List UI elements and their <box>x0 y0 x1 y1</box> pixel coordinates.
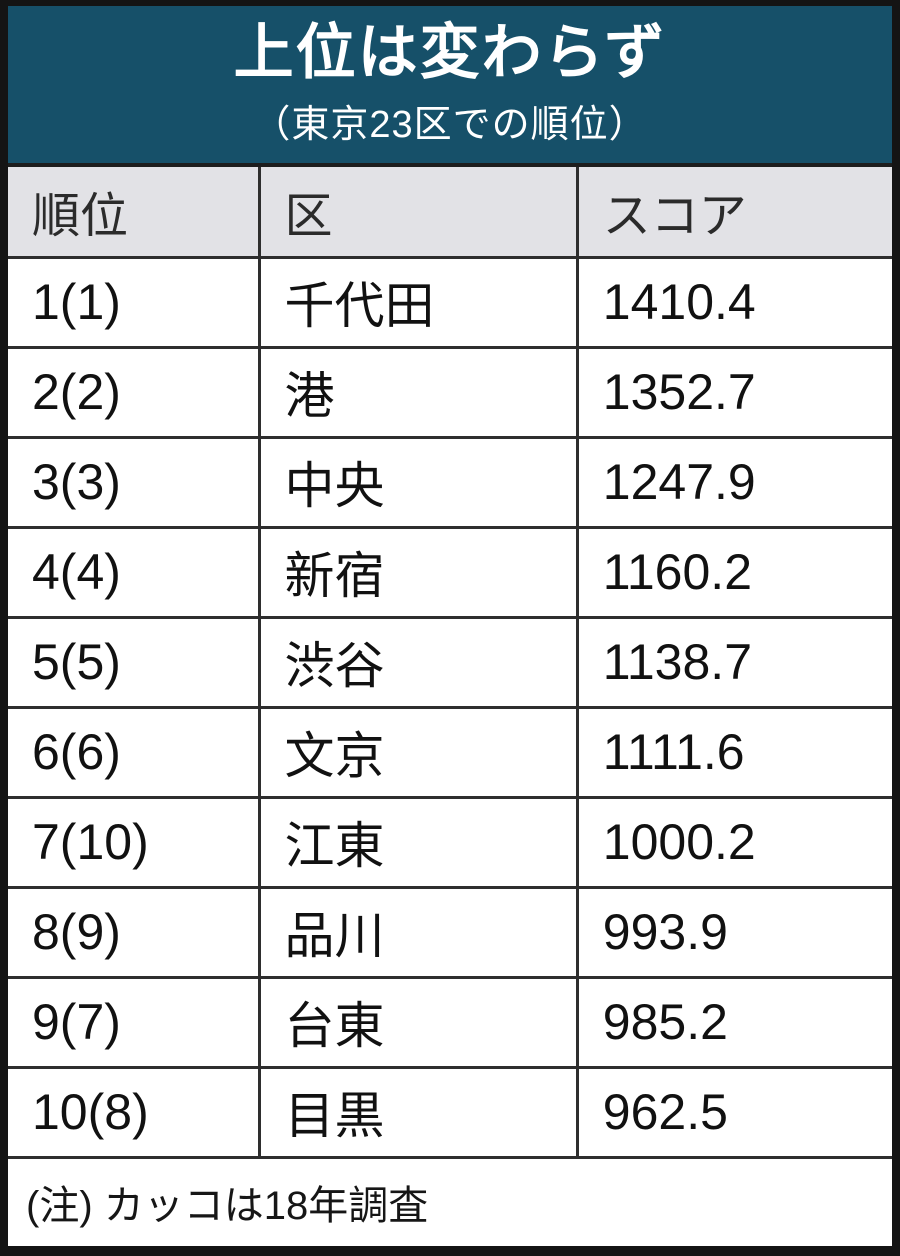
ward-cell: 台東 <box>257 975 579 1069</box>
rank-cell: 4(4) <box>8 525 261 619</box>
rank-cell: 1(1) <box>8 255 261 349</box>
table-row: 1(1) 千代田 1410.4 <box>8 255 892 349</box>
score-cell: 1352.7 <box>575 345 892 439</box>
footnote: (注) カッコは18年調査 <box>8 1158 892 1246</box>
score-cell: 1000.2 <box>575 795 892 889</box>
rank-cell: 2(2) <box>8 345 261 439</box>
table-row: 3(3) 中央 1247.9 <box>8 435 892 529</box>
score-cell: 962.5 <box>575 1065 892 1159</box>
rank-cell: 9(7) <box>8 975 261 1069</box>
header-score: スコア <box>575 167 892 259</box>
ward-cell: 渋谷 <box>257 615 579 709</box>
rank-cell: 6(6) <box>8 705 261 799</box>
rank-cell: 8(9) <box>8 885 261 979</box>
score-cell: 1160.2 <box>575 525 892 619</box>
score-cell: 985.2 <box>575 975 892 1069</box>
table-row: 6(6) 文京 1111.6 <box>8 705 892 799</box>
ranking-table: 順位 区 スコア 1(1) 千代田 1410.4 2(2) 港 1352.7 3… <box>8 167 892 1159</box>
table-row: 10(8) 目黒 962.5 <box>8 1065 892 1159</box>
table-header-row: 順位 区 スコア <box>8 167 892 259</box>
table-row: 8(9) 品川 993.9 <box>8 885 892 979</box>
table-row: 4(4) 新宿 1160.2 <box>8 525 892 619</box>
rank-cell: 3(3) <box>8 435 261 529</box>
banner: 上位は変わらず （東京23区での順位） <box>8 6 892 167</box>
header-rank: 順位 <box>8 167 261 259</box>
ward-cell: 中央 <box>257 435 579 529</box>
score-cell: 1247.9 <box>575 435 892 529</box>
score-cell: 1410.4 <box>575 255 892 349</box>
ward-cell: 品川 <box>257 885 579 979</box>
ward-cell: 目黒 <box>257 1065 579 1159</box>
rank-cell: 7(10) <box>8 795 261 889</box>
table-row: 7(10) 江東 1000.2 <box>8 795 892 889</box>
page-subtitle: （東京23区での順位） <box>252 104 648 146</box>
table-row: 5(5) 渋谷 1138.7 <box>8 615 892 709</box>
ward-cell: 文京 <box>257 705 579 799</box>
ward-cell: 江東 <box>257 795 579 889</box>
ward-cell: 千代田 <box>257 255 579 349</box>
table-row: 9(7) 台東 985.2 <box>8 975 892 1069</box>
score-cell: 993.9 <box>575 885 892 979</box>
table-body: 1(1) 千代田 1410.4 2(2) 港 1352.7 3(3) 中央 12… <box>8 255 892 1159</box>
table-row: 2(2) 港 1352.7 <box>8 345 892 439</box>
header-ward: 区 <box>257 167 579 259</box>
ward-cell: 新宿 <box>257 525 579 619</box>
rank-cell: 5(5) <box>8 615 261 709</box>
ward-cell: 港 <box>257 345 579 439</box>
score-cell: 1138.7 <box>575 615 892 709</box>
rank-cell: 10(8) <box>8 1065 261 1159</box>
score-cell: 1111.6 <box>575 705 892 799</box>
page-title: 上位は変わらず <box>233 19 667 86</box>
